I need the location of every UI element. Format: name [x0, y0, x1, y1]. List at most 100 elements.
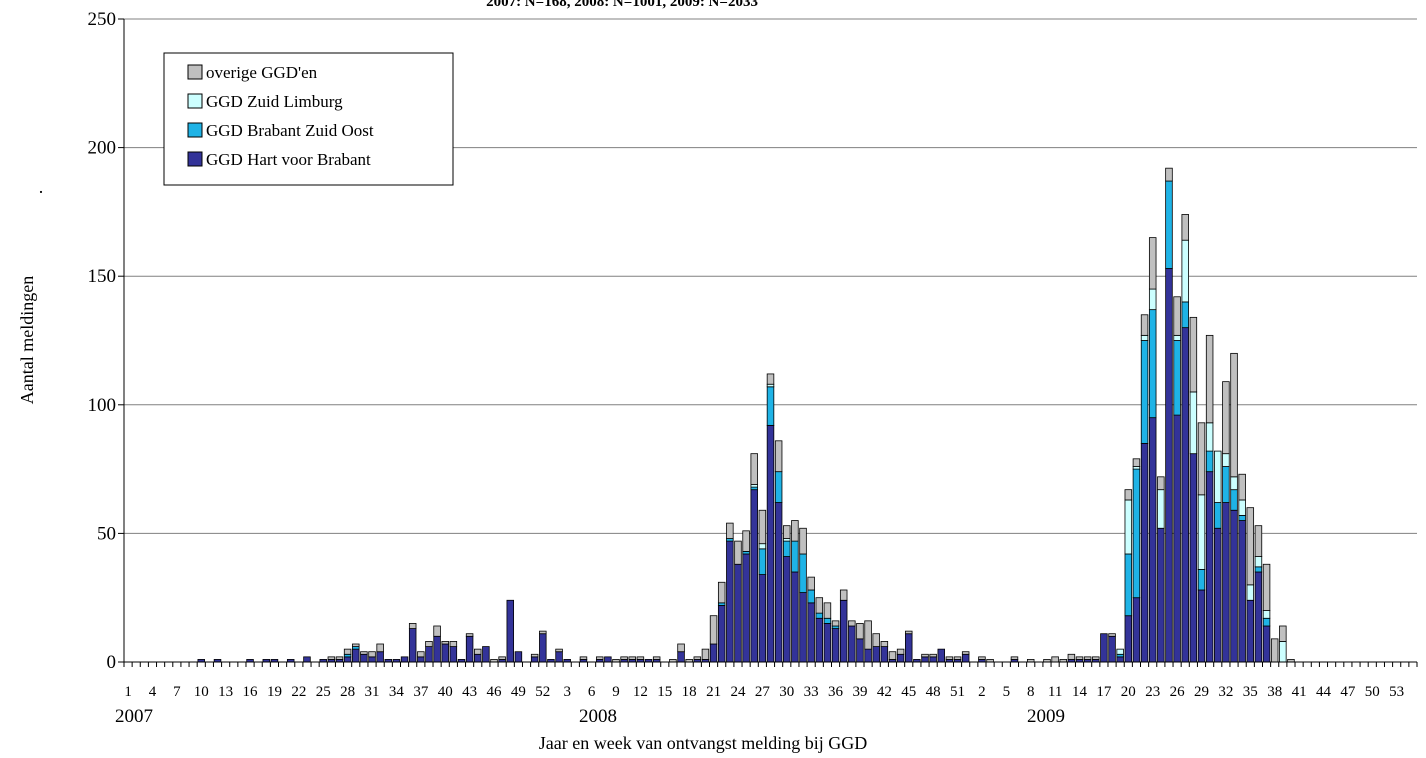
year-label: 2007: [115, 706, 153, 727]
bar-segment: [848, 625, 856, 663]
bar-segment: [1230, 352, 1238, 478]
bar-segment: [709, 643, 718, 663]
bar-segment: [856, 638, 864, 663]
x-tick-label: 28: [340, 684, 355, 700]
bar-segment: [433, 625, 441, 637]
x-tick-label: 43: [462, 684, 477, 700]
bar-segment: [905, 630, 913, 635]
bar-segment: [823, 602, 832, 619]
x-tick-label: 29: [1194, 684, 1209, 700]
bar-segment: [1100, 633, 1108, 663]
legend-box: [163, 52, 454, 186]
bar-segment: [539, 630, 547, 635]
bar-segment: [1092, 656, 1100, 660]
bar-segment: [1157, 527, 1165, 663]
bar-segment: [579, 656, 588, 660]
bar-segment: [1157, 489, 1165, 529]
bar-segment: [1157, 476, 1165, 491]
bar-segment: [1254, 566, 1263, 573]
bar-segment: [1214, 527, 1222, 663]
bar-segment: [1148, 309, 1157, 419]
bar-segment: [864, 620, 872, 650]
bar-segment: [1010, 656, 1019, 660]
x-tick-label: 4: [149, 684, 157, 700]
bar-segment: [726, 540, 734, 663]
y-tick-label: 100: [88, 395, 117, 416]
bar-segment: [343, 656, 352, 663]
bar-segment: [1214, 502, 1222, 529]
bar-segment: [1173, 296, 1181, 336]
bar-segment: [327, 656, 336, 660]
x-axis-title: Jaar en week van ontvangst melding bij G…: [539, 733, 867, 753]
bar-segment: [1189, 391, 1198, 455]
bar-segment: [929, 653, 937, 658]
bar-segment: [628, 656, 636, 660]
bar-segment: [425, 646, 433, 663]
bar-segment: [921, 653, 929, 658]
bar-segment: [1205, 450, 1214, 473]
bar-segment: [1108, 635, 1116, 663]
bar-segment: [1124, 489, 1133, 501]
bar-segment: [1140, 442, 1149, 663]
x-tick-label: 6: [588, 684, 596, 700]
x-tick-label: 2: [978, 684, 986, 700]
bar-segment: [400, 656, 409, 663]
bar-segment: [408, 623, 417, 629]
bar-segment: [905, 633, 913, 663]
bar-segment: [1132, 458, 1141, 467]
bar-segment: [1165, 167, 1173, 182]
bar-segment: [1140, 340, 1149, 444]
bar-segment: [766, 373, 775, 385]
bar-segment: [1173, 414, 1181, 663]
bar-segment: [766, 424, 775, 663]
bar-segment: [417, 651, 425, 658]
x-tick-label: 46: [487, 684, 503, 700]
bar-segment: [335, 656, 344, 660]
year-label: 2009: [1027, 706, 1065, 727]
x-tick-label: 9: [612, 684, 620, 700]
bar-segment: [1238, 520, 1246, 663]
bar-segment: [1270, 638, 1279, 663]
legend-swatch: [187, 64, 203, 80]
bar-segment: [343, 648, 352, 655]
bar-segment: [807, 576, 815, 591]
x-tick-label: 19: [267, 684, 282, 700]
bar-segment: [506, 599, 515, 663]
bar-segment: [530, 656, 539, 663]
bar-segment: [815, 617, 824, 663]
bar-segment: [449, 646, 458, 663]
bar-segment: [376, 643, 384, 653]
x-tick-label: 17: [1096, 684, 1112, 700]
bar-segment: [1051, 656, 1059, 663]
bar-segment: [774, 471, 783, 503]
year-labels: 2007 2008 2009: [115, 706, 1065, 727]
bar-segment: [433, 635, 441, 663]
y-tick-label: 0: [107, 652, 117, 673]
bar-segment: [937, 648, 946, 663]
legend-swatch: [187, 122, 203, 138]
bar-segment: [783, 556, 791, 663]
y-tick-label: 250: [88, 9, 117, 30]
bar-segment: [1238, 473, 1246, 501]
x-tick-label: 36: [828, 684, 844, 700]
bar-segment: [449, 641, 458, 647]
bar-segment: [872, 633, 880, 647]
bar-segment: [1222, 502, 1230, 663]
bar-segment: [799, 592, 807, 663]
bar-segment: [1230, 476, 1238, 491]
bar-segment: [1124, 615, 1133, 663]
bar-segment: [376, 651, 384, 663]
bar-segment: [474, 653, 482, 663]
x-tick-label: 45: [901, 684, 916, 700]
x-tick-label: 1: [124, 684, 132, 700]
bar-segment: [1124, 499, 1133, 555]
bar-segment: [1238, 514, 1246, 521]
x-tick-label: 20: [1121, 684, 1136, 700]
x-tick-label: 15: [657, 684, 672, 700]
x-tick-label: 30: [779, 684, 794, 700]
x-tick-label: 48: [926, 684, 941, 700]
chart-title: 2007: N=168, 2008: N=1001, 2009: N=2033: [486, 0, 758, 10]
bar-segment: [1132, 597, 1141, 663]
bar-segment: [791, 540, 799, 573]
